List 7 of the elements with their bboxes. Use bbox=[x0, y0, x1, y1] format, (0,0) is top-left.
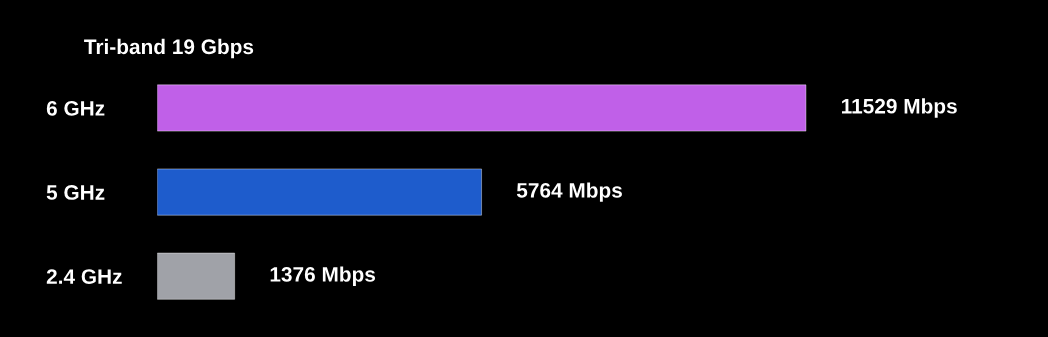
y-tick-label: 5 GHz bbox=[46, 185, 105, 200]
data-label: 5764 Mbps bbox=[516, 182, 622, 202]
data-label: 1376 Mbps bbox=[270, 266, 376, 286]
y-tick-label: 6 GHz bbox=[46, 100, 105, 116]
y-tick-label: 2.4 GHz bbox=[46, 269, 122, 284]
data-label: 11529 Mbps bbox=[842, 98, 957, 118]
chart-title: Tri-band 19 Gbps bbox=[84, 38, 254, 59]
